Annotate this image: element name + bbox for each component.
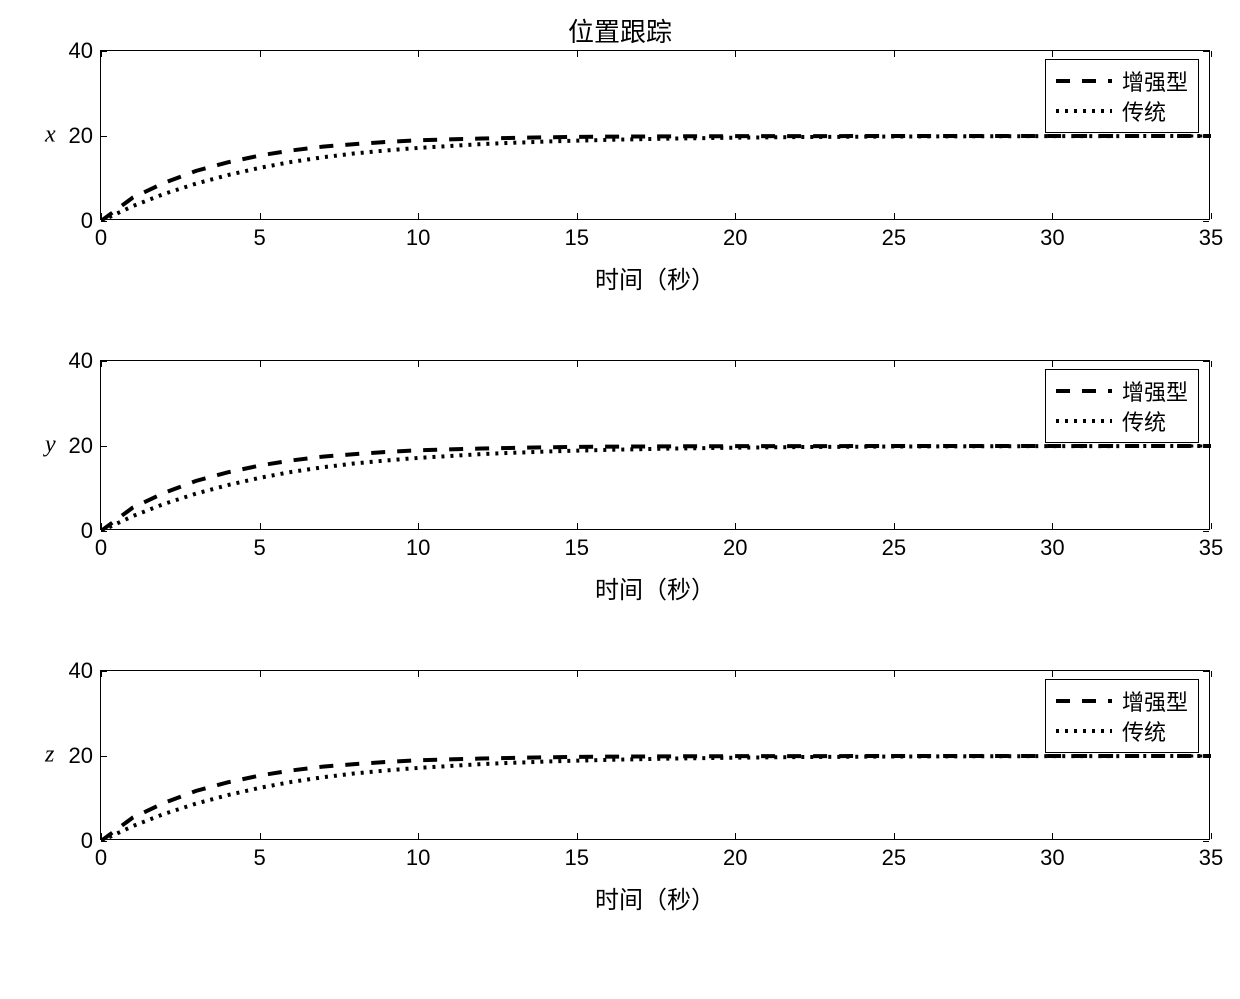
plot-area: 0204005101520253035增强型传统 [100,670,1210,840]
xtick-label: 35 [1199,845,1223,871]
y-axis-label: z [45,742,54,769]
legend-entry-traditional: 传统 [1056,406,1188,436]
xtick-label: 20 [723,845,747,871]
subplot-z: z0204005101520253035增强型传统时间（秒） [55,670,1210,840]
ytick-label: 0 [81,828,93,854]
xtick-label: 30 [1040,225,1064,251]
xtick-mark [1211,523,1212,529]
ytick-label: 20 [69,433,93,459]
xtick-label: 20 [723,225,747,251]
legend-swatch-enhanced [1056,71,1112,91]
x-axis-label: 时间（秒） [100,570,1210,605]
subplot-y: y0204005101520253035增强型传统时间（秒） [55,360,1210,530]
ytick-mark [101,531,107,532]
legend-swatch-enhanced [1056,691,1112,711]
series-enhanced [101,136,1211,221]
series-traditional [101,756,1211,841]
legend-entry-traditional: 传统 [1056,716,1188,746]
series-traditional [101,446,1211,531]
ytick-label: 20 [69,123,93,149]
xtick-label: 15 [564,535,588,561]
legend-swatch-traditional [1056,411,1112,431]
xtick-label: 10 [406,225,430,251]
ytick-label: 0 [81,208,93,234]
plot-area: 0204005101520253035增强型传统 [100,50,1210,220]
x-axis-label: 时间（秒） [100,260,1210,295]
legend-label: 传统 [1122,715,1166,747]
ytick-label: 0 [81,518,93,544]
legend-entry-enhanced: 增强型 [1056,376,1188,406]
series-enhanced [101,446,1211,531]
xtick-label: 5 [253,225,265,251]
legend-label: 增强型 [1122,685,1188,717]
xtick-label: 25 [882,225,906,251]
y-axis-label: x [45,122,56,149]
xtick-label: 5 [253,535,265,561]
ytick-label: 40 [69,348,93,374]
ytick-mark [101,221,107,222]
ytick-label: 40 [69,658,93,684]
legend-swatch-enhanced [1056,381,1112,401]
legend-entry-enhanced: 增强型 [1056,686,1188,716]
ytick-mark [1203,221,1209,222]
xtick-mark [1211,361,1212,367]
xtick-label: 15 [564,845,588,871]
legend-entry-traditional: 传统 [1056,96,1188,126]
ytick-label: 40 [69,38,93,64]
xtick-label: 35 [1199,535,1223,561]
xtick-label: 0 [95,535,107,561]
xtick-label: 15 [564,225,588,251]
xtick-label: 35 [1199,225,1223,251]
xtick-label: 10 [406,845,430,871]
xtick-mark [1211,51,1212,57]
legend-swatch-traditional [1056,721,1112,741]
series-traditional [101,136,1211,221]
legend-swatch-traditional [1056,101,1112,121]
ytick-label: 20 [69,743,93,769]
legend-entry-enhanced: 增强型 [1056,66,1188,96]
x-axis-label: 时间（秒） [100,880,1210,915]
xtick-mark [1211,671,1212,677]
legend-label: 增强型 [1122,375,1188,407]
legend: 增强型传统 [1045,369,1199,443]
series-enhanced [101,756,1211,841]
subplot-x: x0204005101520253035增强型传统时间（秒） [55,50,1210,220]
ytick-mark [1203,531,1209,532]
xtick-label: 5 [253,845,265,871]
xtick-label: 20 [723,535,747,561]
xtick-label: 25 [882,535,906,561]
xtick-mark [1211,213,1212,219]
xtick-mark [1211,833,1212,839]
legend-label: 传统 [1122,95,1166,127]
xtick-label: 10 [406,535,430,561]
legend-label: 增强型 [1122,65,1188,97]
figure-container: 位置跟踪 x0204005101520253035增强型传统时间（秒）y0204… [0,0,1240,999]
figure-title: 位置跟踪 [0,12,1240,49]
xtick-label: 0 [95,225,107,251]
plot-area: 0204005101520253035增强型传统 [100,360,1210,530]
xtick-label: 0 [95,845,107,871]
ytick-mark [1203,841,1209,842]
legend: 增强型传统 [1045,679,1199,753]
xtick-label: 30 [1040,845,1064,871]
xtick-label: 30 [1040,535,1064,561]
xtick-label: 25 [882,845,906,871]
legend: 增强型传统 [1045,59,1199,133]
y-axis-label: y [45,432,56,459]
ytick-mark [101,841,107,842]
legend-label: 传统 [1122,405,1166,437]
